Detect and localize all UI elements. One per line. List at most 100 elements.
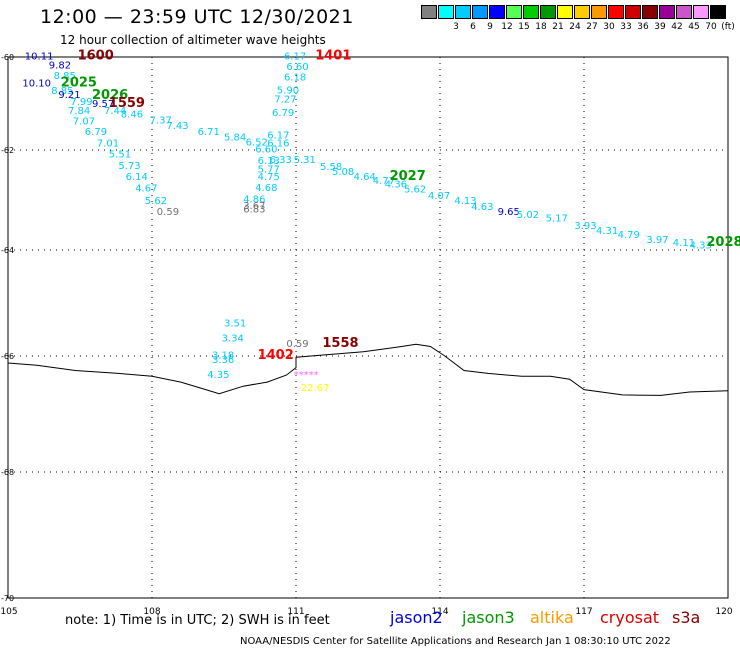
- legend-label: 70: [705, 22, 717, 32]
- wave-height-label: 0.59: [157, 207, 179, 218]
- legend-label: 24: [569, 22, 581, 32]
- wave-height-label: 6.52: [246, 137, 268, 148]
- lat-tick-label: -64: [1, 246, 14, 255]
- legend-label: 3: [453, 22, 459, 32]
- wave-height-label: 6.17: [267, 130, 289, 141]
- footer-credit: NOAA/NESDIS Center for Satellite Applica…: [240, 636, 671, 647]
- wave-height-label: 4.13: [454, 196, 476, 207]
- wave-height-label: 4.79: [618, 230, 640, 241]
- footer-note: note: 1) Time is in UTC; 2) SWH is in fe…: [65, 613, 330, 628]
- wave-height-label: 7.07: [73, 116, 95, 127]
- legend-label: 42: [671, 22, 683, 32]
- lon-tick-label: 111: [287, 607, 304, 617]
- pass-time-label: 1402: [258, 348, 294, 363]
- legend-label: 9: [487, 22, 493, 32]
- legend-swatch: [540, 5, 556, 19]
- wave-height-label: 0.59: [286, 339, 308, 350]
- wave-height-label: 4.68: [255, 183, 277, 194]
- wave-height-label: 6.13: [258, 156, 280, 167]
- wave-height-label: 7.27: [274, 95, 296, 106]
- wave-height-label: 3.93: [574, 221, 596, 232]
- wave-height-label: 5.58: [320, 162, 342, 173]
- lon-tick-label: 114: [431, 607, 448, 617]
- pass-time-label: 2026: [92, 88, 128, 103]
- wave-height-label: 4.35: [207, 370, 229, 381]
- legend-label: 15: [518, 22, 530, 32]
- pass-time-label: 1558: [322, 336, 358, 351]
- wave-height-label: 3.18: [212, 350, 234, 361]
- wave-height-label: 3.36: [212, 355, 234, 366]
- lon-tick-label: 117: [575, 607, 592, 617]
- lat-tick-label: -70: [1, 594, 14, 603]
- wave-height-label: 6.60: [255, 145, 277, 156]
- wave-height-label: 6.79: [272, 108, 294, 119]
- legend-swatch: [421, 5, 437, 19]
- wave-height-label: 5.84: [224, 133, 246, 144]
- lon-tick-label: 120: [715, 607, 732, 617]
- wave-height-label: 9.65: [498, 207, 520, 218]
- lon-tick-label: 105: [0, 607, 17, 617]
- lat-tick-label: -68: [1, 468, 14, 477]
- page-subtitle: 12 hour collection of altimeter wave hei…: [60, 33, 326, 47]
- legend-swatch: [659, 5, 675, 19]
- wave-height-label: 5.77: [258, 165, 280, 176]
- wave-height-label: 22.67: [301, 383, 330, 394]
- wave-height-label: 5.62: [145, 196, 167, 207]
- lat-tick-label: -62: [1, 146, 14, 155]
- wave-height-label: 9.21: [58, 90, 80, 101]
- wave-height-label: 4.64: [354, 172, 376, 183]
- legend-swatch: [506, 5, 522, 19]
- legend-label: 39: [654, 22, 666, 32]
- legend-label: 21: [552, 22, 564, 32]
- lat-tick-label: -66: [1, 352, 14, 361]
- legend-swatch: [574, 5, 590, 19]
- wave-height-label: 5.73: [118, 161, 140, 172]
- legend-swatch: [642, 5, 658, 19]
- wave-height-label: 6.83: [243, 205, 265, 216]
- wave-height-label: 6.79: [85, 127, 107, 138]
- page-title: 12:00 — 23:59 UTC 12/30/2021: [40, 6, 354, 28]
- wave-height-label: 6.16: [267, 139, 289, 150]
- wave-height-label: 6.14: [126, 172, 148, 183]
- pass-time-label: 2027: [390, 169, 426, 184]
- legend-swatch: [557, 5, 573, 19]
- legend-swatch: [608, 5, 624, 19]
- wave-height-label: 8.46: [121, 109, 143, 120]
- wave-height-label: 10.10: [22, 78, 51, 89]
- wave-height-label: 7.43: [166, 121, 188, 132]
- pass-time-label: 1559: [109, 96, 145, 111]
- wave-height-label: 7.84: [68, 106, 90, 117]
- legend-label: 30: [603, 22, 615, 32]
- wave-height-label: 4.77: [373, 176, 395, 187]
- wave-height-label: 4.63: [471, 202, 493, 213]
- wave-height-label: 5.90: [277, 85, 299, 96]
- wave-height-label: 8.85: [54, 71, 76, 82]
- wave-height-label: 3.34: [222, 334, 244, 345]
- legend-label: 45: [688, 22, 700, 32]
- legend-swatch: [438, 5, 454, 19]
- wave-height-label: 9.57: [92, 99, 114, 110]
- legend-label: 12: [501, 22, 513, 32]
- wave-height-label: 3.67: [243, 201, 265, 212]
- wave-height-label: 7.44: [104, 106, 126, 117]
- wave-height-label: 6.18: [284, 72, 306, 83]
- wave-height-label: 4.07: [428, 191, 450, 202]
- wave-height-label: 3.97: [646, 235, 668, 246]
- legend-swatch: [625, 5, 641, 19]
- antarctic-coastline: [7, 343, 729, 396]
- satellite-name: jason3: [462, 608, 515, 627]
- legend-label: 33: [620, 22, 632, 32]
- legend-label: (ft): [721, 22, 735, 32]
- wave-height-label: 4.86: [243, 195, 265, 206]
- wave-height-label: 5.17: [546, 214, 568, 225]
- wave-height-label: 8.85: [51, 86, 73, 97]
- lon-tick-label: 108: [143, 607, 160, 617]
- legend-label: 36: [637, 22, 649, 32]
- wave-height-label: 3.51: [224, 318, 246, 329]
- legend-swatch: [693, 5, 709, 19]
- legend-swatch: [676, 5, 692, 19]
- wave-height-label: 7.99: [70, 97, 92, 108]
- wave-height-label: 5.31: [294, 155, 316, 166]
- legend-swatch: [591, 5, 607, 19]
- satellite-name: cryosat: [600, 608, 660, 627]
